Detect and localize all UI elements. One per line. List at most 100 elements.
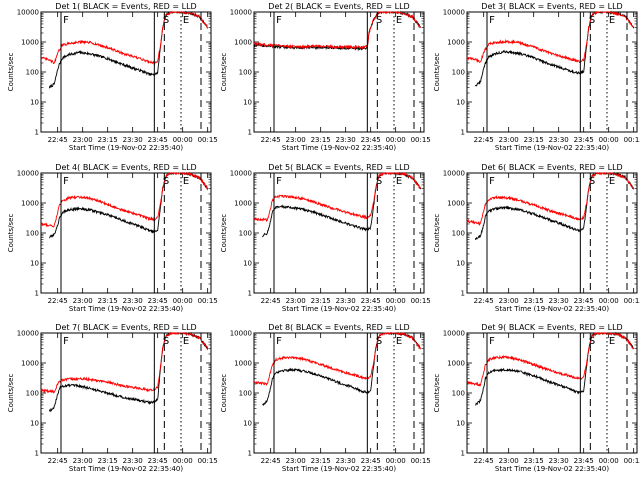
y-tick-label: 10: [456, 99, 465, 107]
y-tick-label: 100: [239, 230, 252, 238]
x-tick-label: 23:30: [549, 457, 569, 465]
marker-label-s: S: [163, 176, 169, 187]
x-tick-label: 23:15: [98, 457, 118, 465]
x-tick-label: 00:15: [411, 297, 431, 305]
x-tick-label: 23:15: [311, 136, 331, 144]
plot-frame: [253, 332, 425, 454]
marker-label-s: S: [589, 336, 595, 347]
x-tick-label: 23:00: [286, 457, 306, 465]
y-tick-label: 10: [30, 260, 39, 268]
plot-frame: [466, 11, 638, 133]
y-tick-label: 10000: [17, 9, 39, 17]
series-lld: [253, 10, 421, 50]
y-axis-label: Counts/sec: [7, 374, 15, 413]
y-tick-label: 1: [461, 290, 465, 298]
x-tick-label: 23:00: [286, 297, 306, 305]
x-tick-label: 22:45: [261, 297, 281, 305]
y-tick-label: 100: [239, 69, 252, 77]
series-lld: [40, 171, 208, 228]
series-lld: [466, 332, 635, 387]
y-tick-label: 1000: [234, 360, 252, 368]
plot-frame: [253, 172, 425, 294]
plot-frame: [40, 172, 212, 294]
x-tick-label: 23:00: [499, 457, 519, 465]
x-tick-label: 23:30: [549, 136, 569, 144]
y-axis-label: Counts/sec: [220, 214, 228, 253]
marker-label-s: S: [163, 336, 169, 347]
y-tick-label: 10: [456, 260, 465, 268]
panel-title: Det 9( BLACK = Events, RED = LLD: [481, 323, 622, 332]
detector-panel-2: Det 2( BLACK = Events, RED = LLD 1 10 100 10…: [220, 2, 431, 152]
marker-label-e: E: [396, 176, 402, 187]
x-tick-label: 00:00: [173, 457, 193, 465]
marker-label-e: E: [183, 15, 189, 26]
marker-label-f: F: [489, 176, 495, 187]
y-axis-label: Counts/sec: [433, 374, 441, 413]
x-tick-label: 23:30: [549, 297, 569, 305]
y-tick-label: 10: [456, 420, 465, 428]
y-tick-label: 1: [461, 129, 465, 137]
marker-label-e: E: [396, 336, 402, 347]
x-tick-label: 23:45: [361, 136, 381, 144]
marker-label-s: S: [376, 176, 382, 187]
x-tick-label: 00:15: [624, 136, 640, 144]
x-tick-label: 00:00: [599, 136, 619, 144]
x-tick-label: 23:15: [524, 457, 544, 465]
series-lld: [253, 332, 422, 387]
marker-label-e: E: [609, 176, 615, 187]
x-tick-label: 23:15: [311, 297, 331, 305]
y-axis-label: Counts/sec: [220, 374, 228, 413]
panel-title: Det 4( BLACK = Events, RED = LLD: [55, 163, 196, 172]
marker-label-s: S: [376, 336, 382, 347]
marker-label-s: S: [163, 15, 169, 26]
series-lld: [40, 10, 209, 66]
x-tick-label: 23:15: [98, 136, 118, 144]
plot-frame: [466, 172, 638, 294]
series-lld: [40, 331, 209, 394]
y-tick-label: 1: [35, 450, 39, 458]
y-tick-label: 100: [26, 390, 39, 398]
x-tick-label: 00:00: [599, 297, 619, 305]
series-lld: [466, 171, 635, 226]
panel-title: Det 3( BLACK = Events, RED = LLD: [481, 2, 622, 11]
x-tick-label: 23:00: [73, 136, 93, 144]
y-tick-label: 10000: [443, 9, 465, 17]
y-axis-label: Counts/sec: [7, 53, 15, 92]
x-tick-label: 23:30: [123, 297, 143, 305]
y-tick-label: 100: [452, 230, 465, 238]
y-tick-label: 10: [243, 260, 252, 268]
y-tick-label: 1000: [21, 360, 39, 368]
plot-frame: [40, 11, 212, 133]
x-tick-label: 23:30: [123, 136, 143, 144]
detector-panel-7: Det 7( BLACK = Events, RED = LLD 1 10 100 10…: [7, 323, 218, 473]
x-tick-label: 23:30: [123, 457, 143, 465]
x-tick-label: 23:00: [499, 136, 519, 144]
y-tick-label: 10: [30, 99, 39, 107]
x-axis-label: Start Time (19-Nov-02 22:35:40): [282, 144, 396, 152]
y-tick-label: 1: [461, 450, 465, 458]
x-tick-label: 23:45: [361, 457, 381, 465]
marker-label-f: F: [63, 176, 69, 187]
plot-frame: [466, 332, 638, 454]
y-tick-label: 10000: [230, 170, 252, 178]
plot-frame: [253, 11, 425, 133]
x-tick-label: 00:15: [198, 297, 218, 305]
detector-panel-6: Det 6( BLACK = Events, RED = LLD 1 10 100 10…: [433, 163, 640, 313]
y-tick-label: 10000: [17, 170, 39, 178]
x-axis-label: Start Time (19-Nov-02 22:35:40): [495, 144, 609, 152]
marker-label-s: S: [376, 15, 382, 26]
marker-label-f: F: [276, 15, 282, 26]
x-tick-label: 22:45: [261, 457, 281, 465]
marker-label-e: E: [396, 15, 402, 26]
detector-panel-5: Det 5( BLACK = Events, RED = LLD 1 10 100 10…: [220, 163, 431, 313]
x-tick-label: 00:00: [173, 136, 193, 144]
x-tick-label: 23:15: [98, 297, 118, 305]
detector-panel-4: Det 4( BLACK = Events, RED = LLD 1 10 100 10…: [7, 163, 218, 313]
panel-title: Det 6( BLACK = Events, RED = LLD: [481, 163, 622, 172]
x-tick-label: 23:30: [336, 136, 356, 144]
x-tick-label: 00:00: [386, 457, 406, 465]
x-tick-label: 00:15: [198, 136, 218, 144]
x-axis-label: Start Time (19-Nov-02 22:35:40): [69, 144, 183, 152]
y-tick-label: 1: [248, 129, 252, 137]
